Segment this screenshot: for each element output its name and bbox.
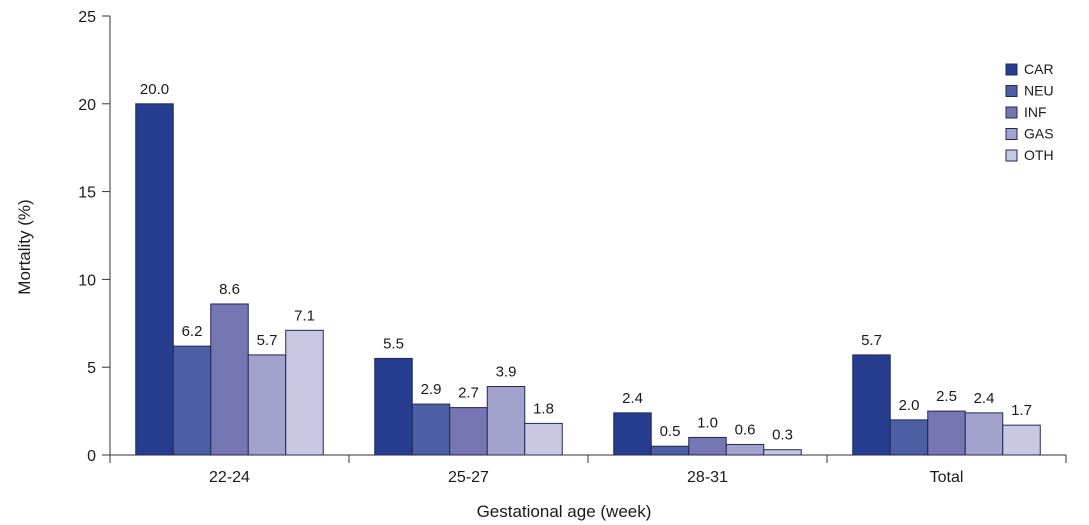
- data-label: 1.8: [533, 400, 554, 417]
- bar-gas: [725, 443, 765, 456]
- y-tick-label: 5: [87, 360, 96, 377]
- bar-gas: [247, 354, 287, 456]
- bar-gas: [964, 412, 1004, 456]
- x-tick-label: Total: [930, 469, 964, 486]
- y-axis-title: Mortality (%): [15, 199, 34, 294]
- bar-oth: [1002, 424, 1041, 456]
- x-tick-label: 25-27: [448, 469, 489, 486]
- y-tick-label: 15: [78, 185, 96, 202]
- data-label: 0.5: [660, 423, 681, 440]
- data-label: 0.6: [735, 421, 756, 438]
- data-label: 3.9: [496, 364, 517, 381]
- data-label: 2.0: [899, 397, 920, 414]
- data-label: 7.1: [294, 307, 315, 324]
- bar-neu: [172, 345, 212, 456]
- legend-swatch: [1005, 63, 1018, 76]
- data-label: 5.7: [257, 332, 278, 349]
- data-label: 1.0: [697, 414, 718, 431]
- data-label: 2.4: [622, 390, 643, 407]
- data-label: 8.6: [219, 281, 240, 298]
- bar-car: [374, 357, 413, 456]
- y-tick-label: 10: [78, 272, 96, 289]
- x-axis-title: Gestational age (week): [477, 502, 652, 521]
- data-label: 20.0: [140, 81, 169, 98]
- data-label: 2.7: [458, 385, 479, 402]
- legend-swatch: [1005, 106, 1018, 119]
- y-tick-label: 25: [78, 9, 96, 26]
- legend-label: CAR: [1024, 61, 1054, 77]
- data-label: 2.4: [974, 390, 995, 407]
- data-label: 5.7: [861, 332, 882, 349]
- legend-label: INF: [1024, 104, 1047, 120]
- data-label: 1.7: [1011, 402, 1032, 419]
- x-axis: 22-24 25-27 28-31 Total: [109, 454, 1067, 486]
- bar-neu: [411, 403, 451, 456]
- bar-inf: [210, 303, 249, 456]
- legend-swatch: [1005, 149, 1018, 162]
- bar-oth: [524, 422, 563, 456]
- bar-neu: [889, 419, 929, 456]
- bar-car: [613, 412, 652, 456]
- bar-car: [852, 354, 891, 456]
- bar-inf: [449, 407, 488, 456]
- data-label: 6.2: [182, 323, 203, 340]
- bars: [135, 103, 1041, 456]
- bar-inf: [688, 436, 727, 456]
- data-label: 2.5: [936, 388, 957, 405]
- legend-label: OTH: [1024, 147, 1054, 163]
- y-tick-label: 20: [78, 97, 96, 114]
- legend-swatch: [1005, 85, 1018, 97]
- data-label: 5.5: [383, 335, 404, 352]
- y-tick-label: 0: [87, 448, 96, 465]
- data-label: 0.3: [772, 427, 793, 444]
- legend-swatch: [1005, 128, 1018, 140]
- y-axis: 0 5 10 15 20 25: [78, 9, 111, 465]
- bar-oth: [763, 449, 802, 456]
- legend-label: NEU: [1024, 83, 1054, 99]
- data-label: 2.9: [421, 381, 442, 398]
- bar-inf: [927, 410, 966, 456]
- bar-gas: [486, 386, 526, 456]
- x-tick-label: 28-31: [687, 469, 728, 486]
- legend: CAR NEU INF GAS OTH: [1005, 61, 1054, 163]
- bar-neu: [650, 445, 690, 456]
- bar-oth: [285, 329, 324, 456]
- data-labels: 20.0 6.2 8.6 5.7 7.1 5.5 2.9 2.7 3.9 1.8 2.4 0.5 1.0…: [140, 81, 1032, 444]
- legend-label: GAS: [1024, 126, 1054, 142]
- bar-car: [135, 103, 174, 456]
- x-tick-label: 22-24: [209, 469, 250, 486]
